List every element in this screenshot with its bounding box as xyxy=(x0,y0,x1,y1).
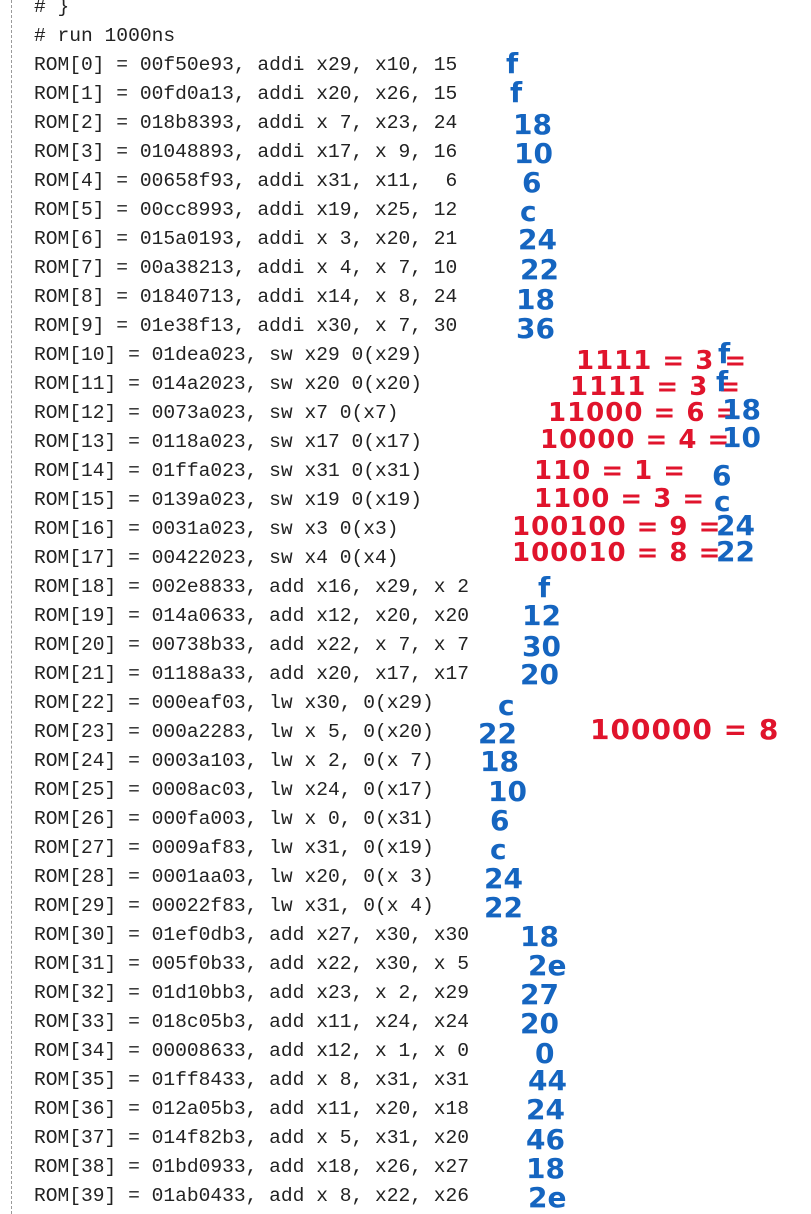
rom-line: ROM[21] = 01188a33, add x20, x17, x17 xyxy=(34,663,470,685)
handwritten-result-blue: f xyxy=(716,365,729,398)
rom-line: ROM[32] = 01d10bb3, add x23, x 2, x29 xyxy=(34,982,470,1004)
rom-line: ROM[29] = 00022f83, lw x31, 0(x 4) xyxy=(34,895,434,917)
handwritten-note-red: 10000 = 4 = xyxy=(540,425,731,455)
rom-line: ROM[35] = 01ff8433, add x 8, x31, x31 xyxy=(34,1069,470,1091)
rom-line: ROM[37] = 014f82b3, add x 5, x31, x20 xyxy=(34,1127,470,1149)
handwritten-note-blue: 24 xyxy=(526,1093,565,1126)
rom-line: ROM[38] = 01bd0933, add x18, x26, x27 xyxy=(34,1156,470,1178)
handwritten-note-red: 1100 = 3 = xyxy=(534,484,706,514)
handwritten-note-blue: 2e xyxy=(528,949,567,982)
rom-line: ROM[18] = 002e8833, add x16, x29, x 2 xyxy=(34,576,470,598)
rom-line: ROM[30] = 01ef0db3, add x27, x30, x30 xyxy=(34,924,470,946)
rom-line: ROM[19] = 014a0633, add x12, x20, x20 xyxy=(34,605,470,627)
rom-line: ROM[25] = 0008ac03, lw x24, 0(x17) xyxy=(34,779,434,801)
rom-line: ROM[7] = 00a38213, addi x 4, x 7, 10 xyxy=(34,257,458,279)
rom-line: ROM[24] = 0003a103, lw x 2, 0(x 7) xyxy=(34,750,434,772)
handwritten-note-blue: f xyxy=(538,571,551,604)
handwritten-note-blue: f xyxy=(506,47,519,80)
handwritten-note-blue: 10 xyxy=(488,775,527,808)
handwritten-note-blue: 10 xyxy=(514,137,553,170)
handwritten-note-blue: 22 xyxy=(478,717,517,750)
handwritten-note-blue: 22 xyxy=(484,891,523,924)
handwritten-result-blue: 18 xyxy=(722,393,761,426)
rom-line: ROM[33] = 018c05b3, add x11, x24, x24 xyxy=(34,1011,470,1033)
console-line: # run 1000ns xyxy=(34,25,176,47)
rom-line: ROM[10] = 01dea023, sw x29 0(x29) xyxy=(34,344,423,366)
rom-line: ROM[22] = 000eaf03, lw x30, 0(x29) xyxy=(34,692,434,714)
rom-line: ROM[31] = 005f0b33, add x22, x30, x 5 xyxy=(34,953,470,975)
handwritten-result-blue: 6 xyxy=(712,459,732,492)
handwritten-note-red: 110 = 1 = xyxy=(534,456,687,486)
handwritten-note-red: 11000 = 6 = xyxy=(548,398,739,428)
rom-line: ROM[15] = 0139a023, sw x19 0(x19) xyxy=(34,489,423,511)
handwritten-note-blue: 18 xyxy=(520,920,559,953)
handwritten-note-blue: 6 xyxy=(490,804,510,837)
handwritten-note-blue: 46 xyxy=(526,1123,565,1156)
handwritten-note-red: 1111 = 3 = xyxy=(570,372,742,402)
rom-line: ROM[5] = 00cc8993, addi x19, x25, 12 xyxy=(34,199,458,221)
rom-line: ROM[13] = 0118a023, sw x17 0(x17) xyxy=(34,431,423,453)
handwritten-note-blue: 18 xyxy=(513,108,552,141)
rom-line: ROM[27] = 0009af83, lw x31, 0(x19) xyxy=(34,837,434,859)
rom-line: ROM[26] = 000fa003, lw x 0, 0(x31) xyxy=(34,808,434,830)
handwritten-note-blue: 2e xyxy=(528,1181,567,1214)
handwritten-note-red: 100000 = 8 xyxy=(590,713,780,746)
rom-line: ROM[3] = 01048893, addi x17, x 9, 16 xyxy=(34,141,458,163)
rom-line: ROM[28] = 0001aa03, lw x20, 0(x 3) xyxy=(34,866,434,888)
handwritten-note-blue: 24 xyxy=(484,862,523,895)
handwritten-note-blue: 12 xyxy=(522,599,561,632)
handwritten-note-blue: 24 xyxy=(518,223,557,256)
rom-line: ROM[11] = 014a2023, sw x20 0(x20) xyxy=(34,373,423,395)
rom-line: ROM[12] = 0073a023, sw x7 0(x7) xyxy=(34,402,399,424)
rom-line: ROM[4] = 00658f93, addi x31, x11, 6 xyxy=(34,170,458,192)
editor-gutter-line xyxy=(11,0,12,1214)
rom-line: ROM[6] = 015a0193, addi x 3, x20, 21 xyxy=(34,228,458,250)
rom-line: ROM[34] = 00008633, add x12, x 1, x 0 xyxy=(34,1040,470,1062)
handwritten-result-blue: 24 xyxy=(716,509,755,542)
rom-line: ROM[0] = 00f50e93, addi x29, x10, 15 xyxy=(34,54,458,76)
handwritten-note-blue: 18 xyxy=(480,745,519,778)
rom-line: ROM[9] = 01e38f13, addi x30, x 7, 30 xyxy=(34,315,458,337)
handwritten-note-blue: 20 xyxy=(520,1007,559,1040)
handwritten-note-blue: 20 xyxy=(520,658,559,691)
rom-line: ROM[2] = 018b8393, addi x 7, x23, 24 xyxy=(34,112,458,134)
rom-line: ROM[23] = 000a2283, lw x 5, 0(x20) xyxy=(34,721,434,743)
rom-line: ROM[1] = 00fd0a13, addi x20, x26, 15 xyxy=(34,83,458,105)
handwritten-note-blue: f xyxy=(510,76,523,109)
handwritten-note-red: 1111 = 3 = xyxy=(576,346,748,376)
handwritten-note-blue: 6 xyxy=(522,166,542,199)
rom-line: ROM[17] = 00422023, sw x4 0(x4) xyxy=(34,547,399,569)
handwritten-note-blue: c xyxy=(520,195,537,228)
handwritten-note-blue: 18 xyxy=(526,1152,565,1185)
handwritten-result-blue: f xyxy=(718,337,731,370)
handwritten-note-blue: 18 xyxy=(516,283,555,316)
handwritten-result-blue: 22 xyxy=(716,535,755,568)
handwritten-note-blue: 22 xyxy=(520,253,559,286)
console-line: # } xyxy=(34,0,70,18)
rom-line: ROM[39] = 01ab0433, add x 8, x22, x26 xyxy=(34,1185,470,1207)
handwritten-note-blue: 36 xyxy=(516,312,555,345)
handwritten-note-blue: 27 xyxy=(520,978,559,1011)
handwritten-result-blue: 10 xyxy=(722,421,761,454)
handwritten-note-blue: 44 xyxy=(528,1064,567,1097)
rom-line: ROM[8] = 01840713, addi x14, x 8, 24 xyxy=(34,286,458,308)
rom-line: ROM[20] = 00738b33, add x22, x 7, x 7 xyxy=(34,634,470,656)
handwritten-note-red: 100010 = 8 = xyxy=(512,538,722,568)
handwritten-note-blue: 0 xyxy=(535,1037,555,1070)
rom-line: ROM[16] = 0031a023, sw x3 0(x3) xyxy=(34,518,399,540)
handwritten-note-blue: c xyxy=(498,689,515,722)
handwritten-note-blue: c xyxy=(490,833,507,866)
handwritten-result-blue: c xyxy=(714,485,731,518)
handwritten-note-red: 100100 = 9 = xyxy=(512,512,722,542)
rom-line: ROM[14] = 01ffa023, sw x31 0(x31) xyxy=(34,460,423,482)
rom-line: ROM[36] = 012a05b3, add x11, x20, x18 xyxy=(34,1098,470,1120)
handwritten-note-blue: 30 xyxy=(522,630,561,663)
